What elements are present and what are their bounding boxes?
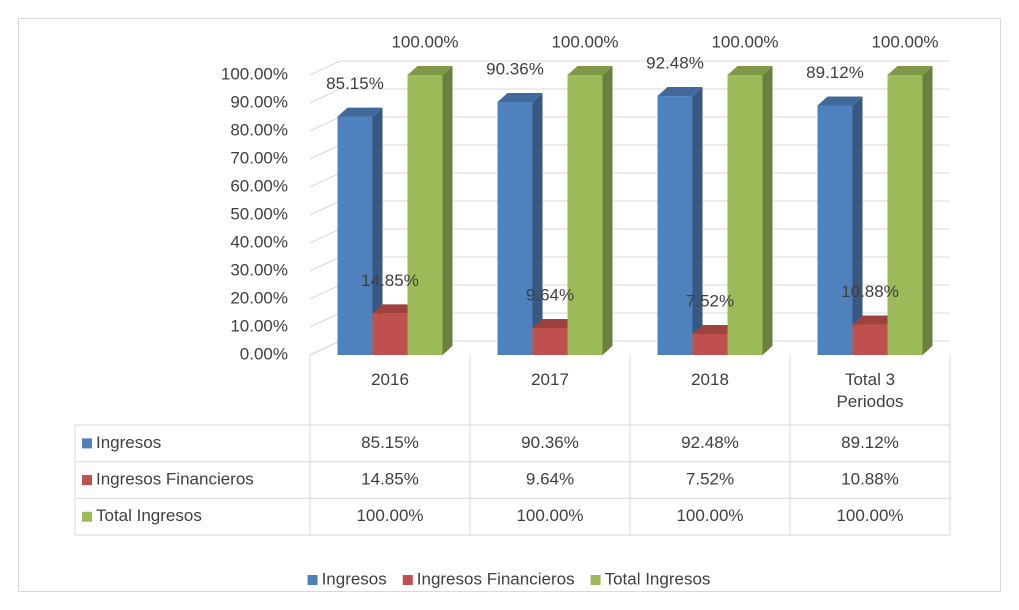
bar-top — [727, 66, 773, 75]
legend-key — [590, 575, 601, 585]
x-tick-label-box: 2016 — [371, 370, 409, 389]
bar-side — [442, 66, 453, 355]
bar-top — [657, 87, 703, 97]
bar — [817, 96, 863, 356]
table-legend-key — [82, 475, 92, 486]
grid-line — [309, 60, 950, 76]
bar-side — [852, 96, 863, 356]
x-tick-label: 2016 — [371, 370, 409, 389]
data-label: 85.15% — [326, 74, 384, 93]
bar-side — [692, 87, 703, 355]
data-label: 92.48% — [646, 54, 704, 73]
data-label: 7.52% — [686, 291, 734, 310]
x-tick-label-box: 2018 — [691, 370, 729, 389]
data-label: 100.00% — [551, 32, 618, 51]
bar-side — [372, 107, 383, 355]
y-tick-label: 80.00% — [230, 120, 288, 139]
bar — [567, 66, 613, 355]
table-cell: 9.64% — [526, 470, 574, 489]
data-label: 9.64% — [526, 285, 574, 304]
bar-front — [692, 333, 728, 355]
bar-front — [532, 328, 568, 355]
bar — [887, 66, 933, 355]
data-label: 90.36% — [486, 59, 544, 78]
data-label: 100.00% — [391, 32, 458, 51]
bar — [727, 66, 773, 355]
x-tick-label: 2018 — [691, 370, 729, 389]
table-cell: 89.12% — [841, 433, 899, 452]
bar-top — [497, 92, 543, 102]
bar-front — [372, 313, 408, 355]
table-cell: 100.00% — [516, 506, 583, 525]
table-cell: 14.85% — [361, 470, 419, 489]
legend-label: Ingresos Financieros — [417, 569, 575, 588]
bar — [657, 87, 703, 355]
bar-top — [532, 319, 578, 329]
y-tick-label: 40.00% — [230, 232, 288, 251]
table-cell: 90.36% — [521, 433, 579, 452]
x-tick-label: Total 3 Periodos — [836, 370, 904, 411]
x-tick-label-box: 2017 — [531, 370, 569, 389]
y-tick-label: 50.00% — [230, 204, 288, 223]
table-cell: 100.00% — [356, 506, 423, 525]
table-row-header: Total Ingresos — [96, 506, 202, 525]
bar — [497, 92, 543, 355]
bar-front — [817, 105, 853, 356]
x-tick-label: 2017 — [531, 370, 569, 389]
data-label: 100.00% — [711, 32, 778, 51]
table-legend-key — [82, 438, 92, 449]
bar-front — [337, 116, 373, 355]
bar-top — [372, 304, 418, 314]
y-tick-label: 60.00% — [230, 176, 288, 195]
bar-side — [602, 66, 613, 355]
y-tick-label: 20.00% — [230, 288, 288, 307]
data-label: 10.88% — [841, 282, 899, 301]
bar-side — [532, 92, 543, 355]
bar-top — [567, 66, 613, 75]
bar — [407, 66, 453, 355]
table-cell: 7.52% — [686, 470, 734, 489]
bar-front — [852, 324, 888, 355]
x-tick-label-box: Total 3 Periodos — [836, 370, 904, 411]
bar-front — [887, 75, 923, 355]
y-tick-label: 0.00% — [240, 344, 288, 363]
table-cell: 100.00% — [676, 506, 743, 525]
bar-top — [407, 66, 453, 75]
legend-key — [307, 575, 318, 585]
table-cell: 100.00% — [836, 506, 903, 525]
legend-label: Ingresos — [322, 569, 387, 588]
y-tick-label: 70.00% — [230, 148, 288, 167]
legend-label: Total Ingresos — [605, 569, 711, 588]
data-label: 14.85% — [361, 271, 419, 290]
legend-key — [402, 575, 413, 585]
floor-edge — [309, 340, 341, 356]
table-row-header: Ingresos — [96, 433, 161, 452]
bar-front — [727, 75, 763, 355]
table-cell: 85.15% — [361, 433, 419, 452]
bar-front — [657, 96, 693, 355]
table-legend-key — [82, 511, 92, 522]
bar-front — [407, 75, 443, 355]
table-cell: 92.48% — [681, 433, 739, 452]
y-tick-label: 90.00% — [230, 92, 288, 111]
y-tick-label: 30.00% — [230, 260, 288, 279]
bar-top — [852, 315, 898, 325]
bar-side — [762, 66, 773, 355]
bar-top — [817, 96, 863, 106]
bar-top — [337, 107, 383, 117]
data-label: 100.00% — [871, 32, 938, 51]
data-label: 89.12% — [806, 63, 864, 82]
y-tick-label: 10.00% — [230, 316, 288, 335]
table-row-header: Ingresos Financieros — [96, 470, 254, 489]
table-cell: 10.88% — [841, 470, 899, 489]
bar-side — [922, 66, 933, 355]
bar — [337, 107, 383, 355]
bar-front — [497, 101, 533, 355]
bar-top — [692, 324, 738, 334]
bar-top — [887, 66, 933, 75]
bar-front — [567, 75, 603, 355]
y-tick-label: 100.00% — [221, 64, 288, 83]
